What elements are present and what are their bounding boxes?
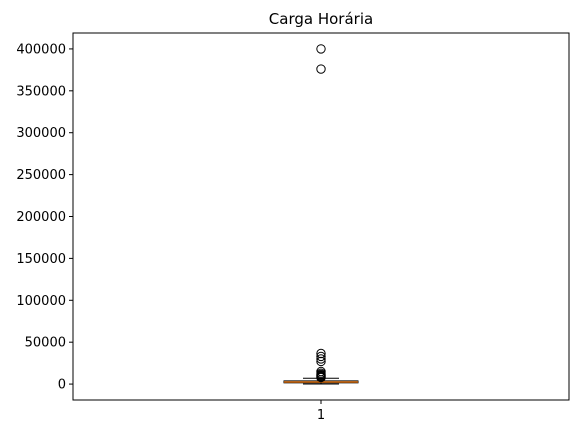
axes-frame — [72, 32, 570, 401]
y-tick-label: 100000 — [16, 294, 66, 309]
y-tick-label: 0 — [58, 378, 66, 393]
outlier-point — [316, 372, 326, 383]
y-tick-label: 400000 — [16, 42, 66, 57]
y-tick-label: 150000 — [16, 252, 66, 267]
x-tick-label: 1 — [317, 408, 325, 423]
y-tick-label: 250000 — [16, 168, 66, 183]
y-tick-label: 200000 — [16, 210, 66, 225]
outlier-point — [316, 356, 326, 367]
y-tick-label: 350000 — [16, 84, 66, 99]
plot-area — [283, 44, 359, 385]
chart-title: Carga Horária — [269, 10, 373, 28]
axes: 0 50000 100000 150000 200000 250000 300000 3500… — [16, 32, 570, 423]
y-tick-label: 50000 — [25, 336, 66, 351]
outlier-point — [316, 354, 326, 364]
outlier-point — [316, 64, 326, 74]
outlier-point — [316, 351, 326, 362]
y-tick-label: 300000 — [16, 126, 66, 141]
outlier-point — [316, 44, 326, 54]
